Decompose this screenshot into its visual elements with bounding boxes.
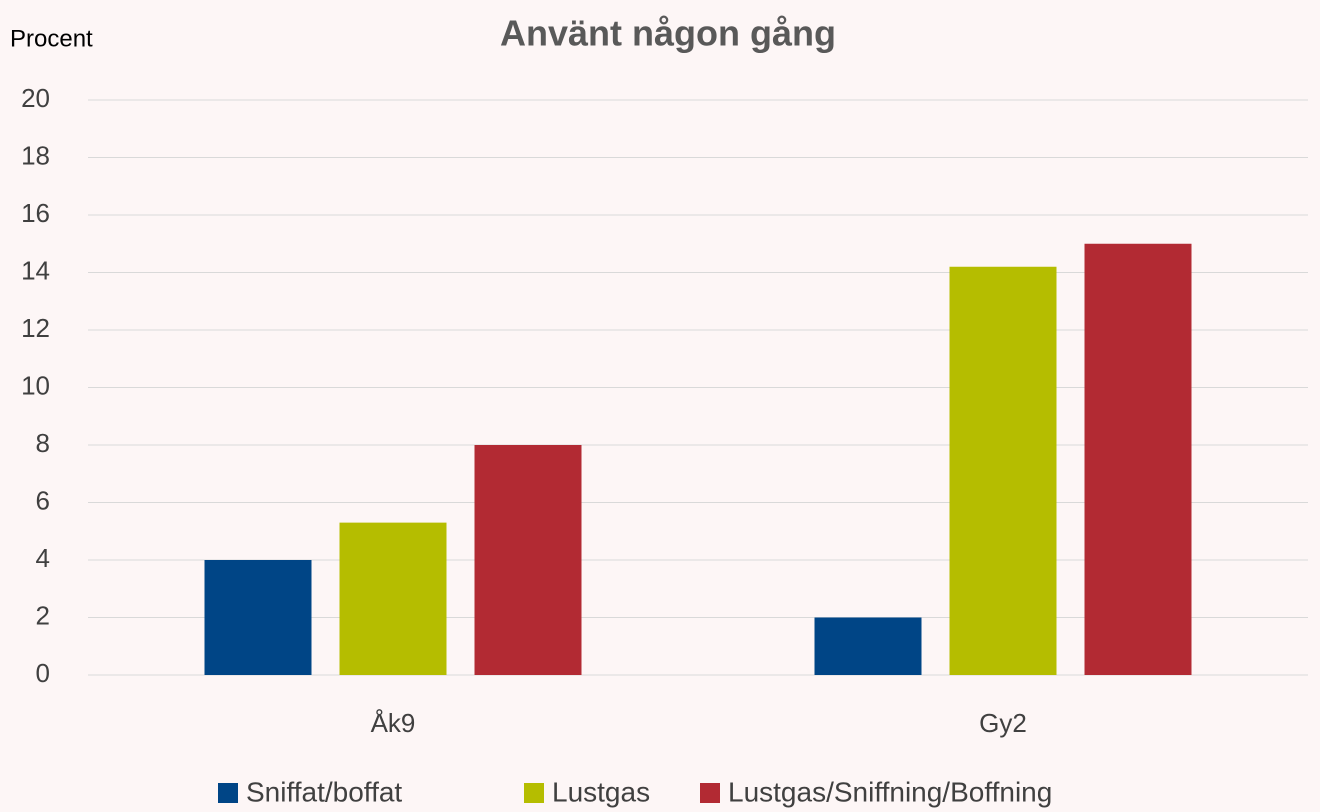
- y-tick-label: 16: [21, 198, 50, 228]
- y-tick-label: 6: [36, 485, 50, 515]
- y-tick-label: 2: [36, 600, 50, 630]
- bar: [814, 617, 922, 675]
- y-tick-label: 14: [21, 255, 50, 285]
- bar: [204, 560, 312, 675]
- legend-swatch: [700, 783, 720, 803]
- bar: [474, 445, 582, 675]
- y-tick-label: 0: [36, 658, 50, 688]
- legend-swatch: [524, 783, 544, 803]
- bar: [339, 522, 447, 675]
- y-tick-label: 10: [21, 370, 50, 400]
- y-tick-label: 4: [36, 543, 50, 573]
- bar: [1084, 243, 1192, 675]
- legend-label: Sniffat/boffat: [246, 776, 402, 807]
- y-tick-label: 18: [21, 140, 50, 170]
- bar: [949, 266, 1057, 675]
- y-tick-label: 20: [21, 83, 50, 113]
- y-axis-label: Procent: [10, 25, 93, 52]
- y-tick-label: 8: [36, 428, 50, 458]
- chart-title: Använt någon gång: [500, 13, 836, 54]
- legend-swatch: [218, 783, 238, 803]
- x-tick-label: Åk9: [371, 708, 416, 738]
- x-tick-label: Gy2: [979, 708, 1027, 738]
- y-tick-label: 12: [21, 313, 50, 343]
- legend-label: Lustgas/Sniffning/Boffning: [728, 776, 1052, 807]
- legend-label: Lustgas: [552, 776, 650, 807]
